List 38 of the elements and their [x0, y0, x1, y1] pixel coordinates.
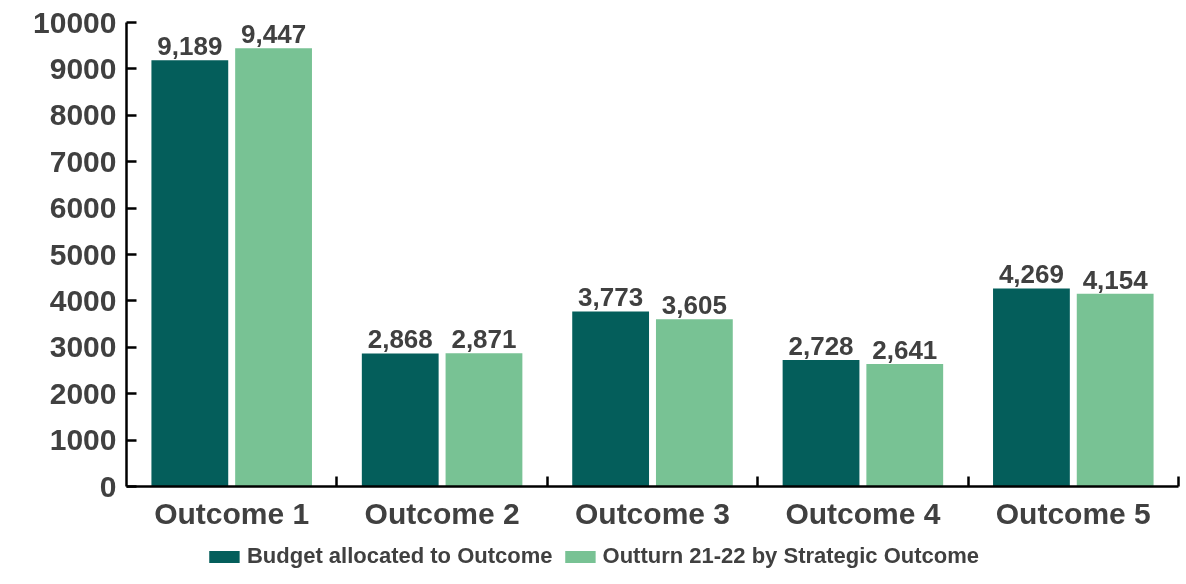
bar — [445, 353, 523, 487]
bar — [572, 311, 650, 487]
data-label: 2,871 — [451, 324, 517, 355]
y-tick-label: 4000 — [49, 283, 117, 317]
bar — [1076, 293, 1154, 487]
bar — [151, 60, 229, 487]
y-tick-label: 9000 — [49, 51, 117, 85]
data-label: 9,447 — [241, 19, 307, 50]
y-tick-label: 1000 — [49, 423, 117, 457]
y-tick-label: 8000 — [49, 98, 117, 132]
y-tick-label: 10000 — [33, 5, 117, 39]
data-label: 2,868 — [367, 324, 433, 355]
bar — [361, 353, 439, 487]
y-tick-label: 2000 — [49, 376, 117, 410]
data-label: 2,728 — [788, 330, 854, 361]
x-tick-label: Outcome 5 — [995, 496, 1151, 530]
bar — [993, 288, 1070, 487]
bar — [655, 319, 733, 487]
y-tick-label: 3000 — [49, 330, 117, 364]
x-tick-label: Outcome 2 — [364, 496, 520, 530]
legend-label: Budget allocated to Outcome — [246, 543, 553, 569]
data-label: 3,773 — [578, 282, 644, 313]
data-label: 9,189 — [157, 31, 223, 62]
bar — [866, 363, 944, 487]
bar — [235, 48, 312, 487]
x-tick-label: Outcome 3 — [574, 496, 731, 530]
data-label: 3,605 — [661, 290, 727, 321]
data-label: 4,154 — [1082, 264, 1149, 295]
y-tick-label: 0 — [99, 469, 117, 503]
data-label: 2,641 — [872, 334, 938, 365]
legend-label: Outturn 21-22 by Strategic Outcome — [602, 543, 980, 569]
y-tick-label: 5000 — [49, 237, 117, 271]
data-label: 4,269 — [998, 259, 1064, 290]
bar — [782, 359, 860, 487]
y-tick-label: 6000 — [49, 191, 117, 225]
y-tick-label: 7000 — [49, 144, 117, 178]
x-tick-label: Outcome 4 — [785, 496, 941, 530]
x-tick-label: Outcome 1 — [154, 496, 310, 530]
